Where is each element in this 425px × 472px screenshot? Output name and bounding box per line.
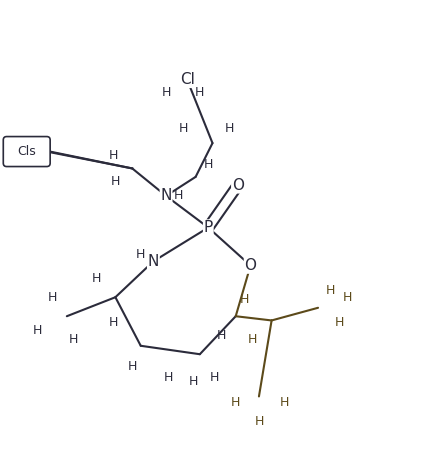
Text: H: H: [136, 248, 145, 261]
Text: H: H: [189, 375, 198, 388]
Text: H: H: [110, 175, 120, 187]
Text: H: H: [204, 158, 213, 171]
Text: H: H: [33, 325, 42, 337]
Text: N: N: [148, 254, 159, 269]
Text: H: H: [195, 86, 204, 99]
Text: H: H: [326, 285, 335, 297]
Text: H: H: [248, 333, 257, 346]
Text: H: H: [109, 316, 118, 329]
Text: H: H: [174, 189, 184, 202]
Text: H: H: [162, 86, 171, 99]
Text: H: H: [47, 291, 57, 303]
Text: Cls: Cls: [17, 145, 36, 158]
Text: H: H: [239, 293, 249, 306]
Text: H: H: [254, 415, 264, 428]
Text: H: H: [231, 396, 241, 409]
Text: O: O: [244, 258, 257, 273]
Text: Cl: Cl: [180, 72, 195, 87]
Text: H: H: [92, 272, 101, 285]
Text: P: P: [204, 220, 213, 235]
FancyBboxPatch shape: [3, 136, 50, 167]
Text: H: H: [343, 291, 352, 303]
Text: H: H: [334, 316, 344, 329]
Text: H: H: [216, 329, 226, 342]
Text: H: H: [178, 122, 187, 135]
Text: H: H: [280, 396, 289, 409]
Text: H: H: [225, 122, 234, 135]
Text: H: H: [128, 361, 137, 373]
Text: H: H: [109, 149, 118, 162]
Text: N: N: [160, 188, 172, 203]
Text: H: H: [68, 333, 78, 346]
Text: H: H: [164, 371, 173, 384]
Text: O: O: [232, 178, 244, 193]
Text: H: H: [210, 371, 219, 384]
